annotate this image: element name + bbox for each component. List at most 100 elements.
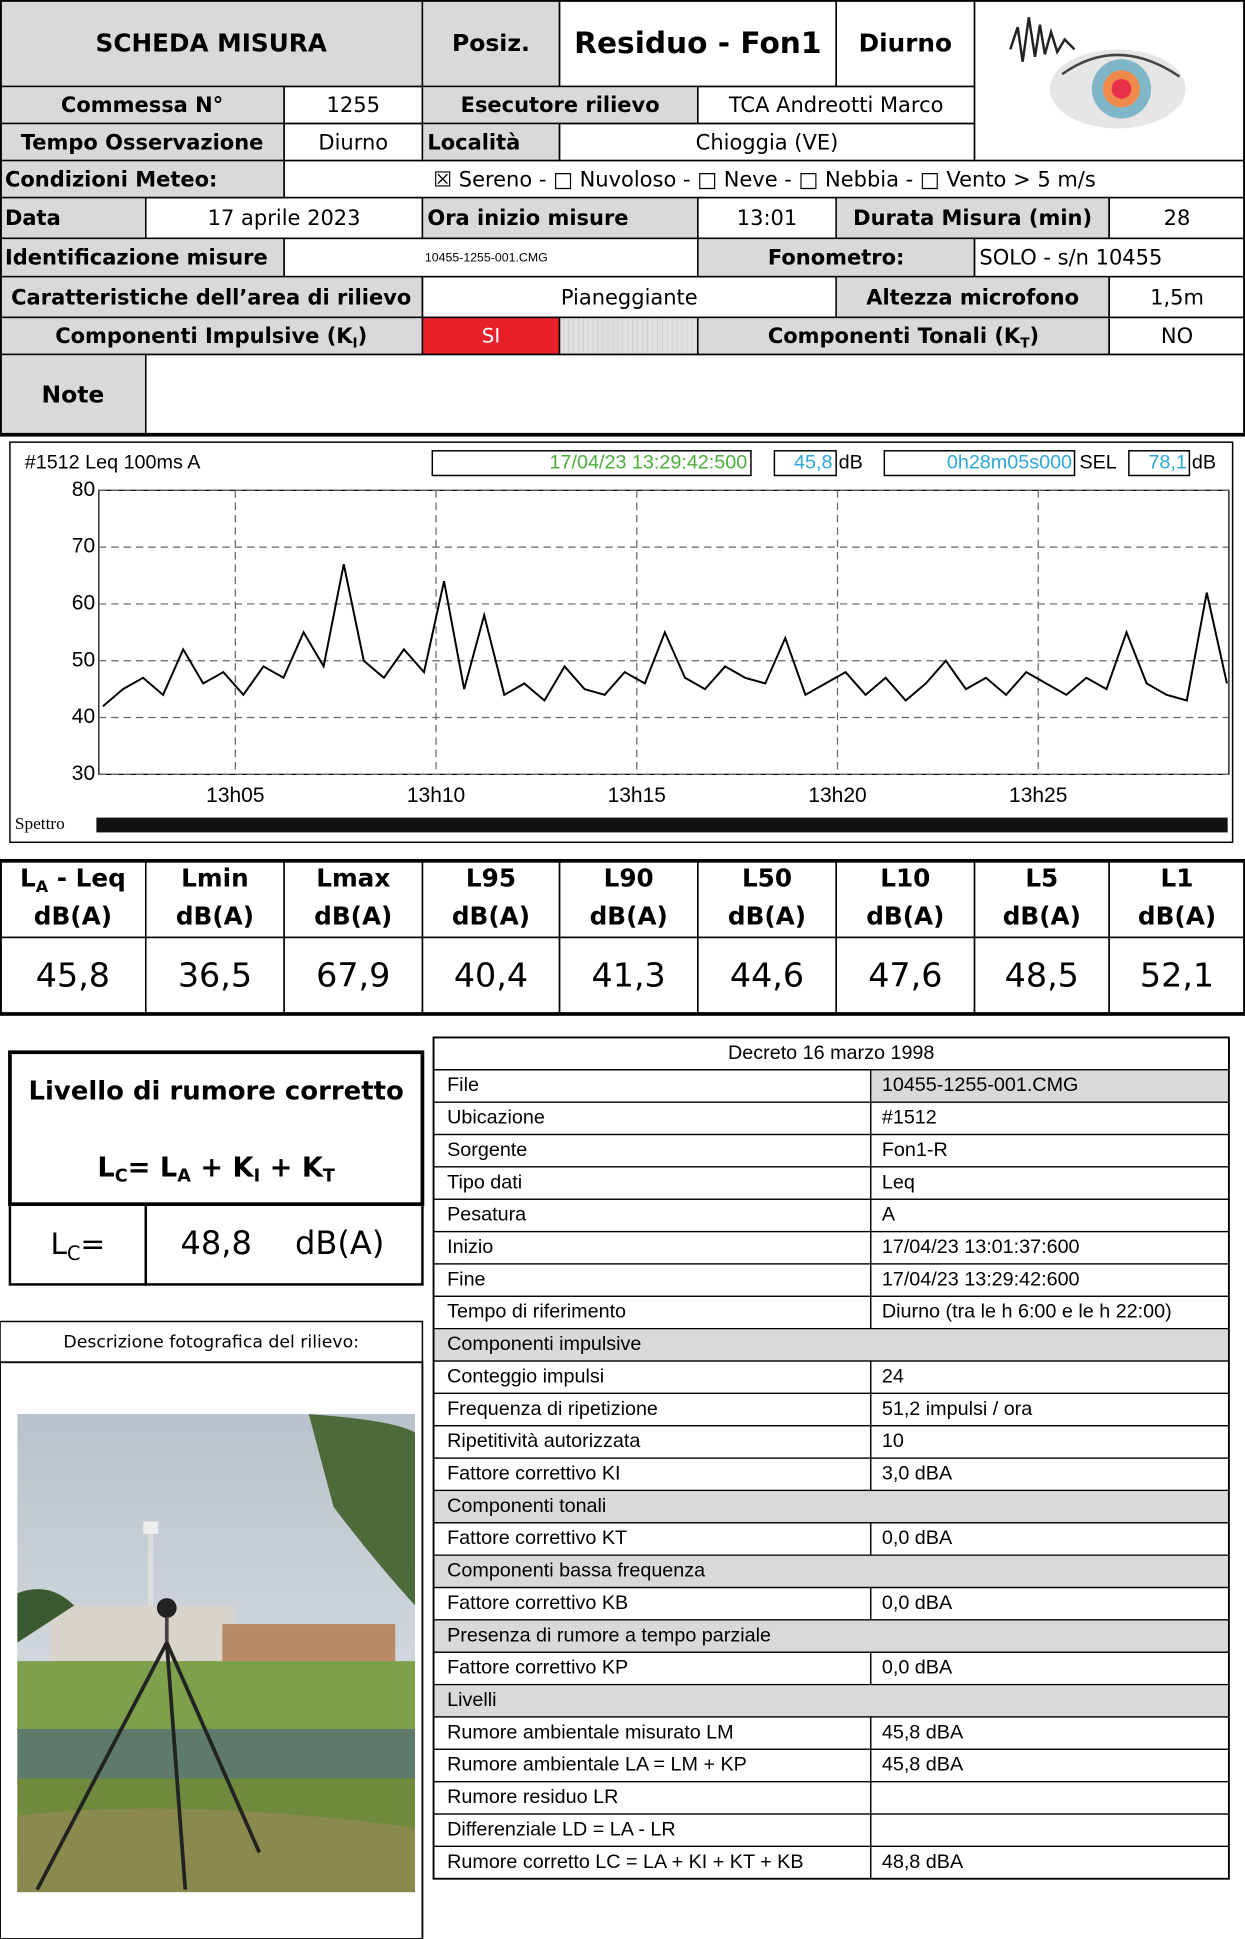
cell	[871, 1167, 1229, 1199]
level-value: 52,1	[1140, 955, 1214, 994]
text: 0h28m05s000	[947, 451, 1072, 473]
sheet-title: SCHEDA MISURA	[96, 28, 327, 57]
text: 0,0 dBA	[882, 1592, 953, 1614]
text: 51,2 impulsi / ora	[882, 1398, 1032, 1420]
text: Rumore ambientale LA = LM + KP	[447, 1754, 747, 1776]
logo	[1010, 17, 1185, 128]
text: Lmin	[181, 863, 249, 892]
text: Diurno	[859, 28, 952, 57]
text: dB(A)	[295, 1224, 384, 1262]
text: dB(A)	[590, 902, 668, 931]
text: Note	[41, 380, 104, 408]
text: Descrizione fotografica del rilievo:	[63, 1332, 359, 1352]
level-value: 45,8	[36, 955, 110, 994]
text: dB	[1192, 451, 1216, 473]
text-part: Componenti Impulsive (K	[55, 324, 353, 348]
text-part: L90	[604, 863, 654, 892]
text: Commessa N°	[61, 93, 223, 117]
level-value: 44,6	[730, 955, 804, 994]
text: dB(A)	[866, 902, 944, 931]
text: 48,8 dBA	[882, 1851, 964, 1873]
text: 1,5m	[1150, 285, 1204, 309]
text-part: )	[1030, 324, 1040, 348]
text: L5	[1025, 863, 1058, 892]
text-part: L	[20, 863, 36, 892]
text: dB(A)	[728, 902, 806, 931]
text: Pesatura	[447, 1204, 526, 1226]
level-value: 48,5	[1005, 955, 1079, 994]
x-tick-label: 13h05	[206, 784, 264, 807]
text: Fattore correttivo KP	[447, 1657, 628, 1679]
text: L1	[1161, 863, 1194, 892]
text: Inizio	[447, 1236, 493, 1258]
cell	[434, 1232, 871, 1264]
text: Decreto 16 marzo 1998	[728, 1042, 934, 1064]
text: 17/04/23 13:29:42:500	[550, 451, 748, 473]
x-tick-label: 13h20	[808, 784, 866, 807]
text-part: L1	[1161, 863, 1194, 892]
level-value: 41,3	[592, 955, 666, 994]
text: 10455-1255-001.CMG	[425, 250, 548, 264]
text: #1512	[882, 1107, 937, 1129]
text-part: C	[67, 1241, 80, 1264]
text: Componenti bassa frequenza	[447, 1560, 705, 1582]
cell	[871, 1199, 1229, 1231]
text: dB(A)	[314, 902, 392, 931]
text: LC= LA + KI + KT	[97, 1152, 335, 1187]
text: A	[882, 1204, 896, 1226]
text: LA - Leq	[20, 863, 126, 895]
text: 17 aprile 2023	[208, 206, 361, 230]
y-tick-label: 30	[72, 762, 95, 785]
text: Identificazione misure	[5, 246, 268, 270]
text-part: + K	[260, 1152, 324, 1183]
text: Condizioni Meteo:	[5, 167, 217, 191]
text-part: Lmax	[316, 863, 390, 892]
meter-header: #1512 Leq 100ms A	[25, 451, 202, 473]
text: Tipo dati	[447, 1171, 522, 1193]
text: Posiz.	[452, 29, 530, 57]
text-part: Componenti Tonali (K	[768, 324, 1021, 348]
text: 1255	[327, 93, 380, 117]
cell	[871, 1782, 1229, 1814]
text: Pianeggiante	[561, 285, 698, 309]
text: L10	[880, 863, 930, 892]
text: Esecutore rilievo	[461, 93, 660, 117]
text: SI	[482, 325, 500, 348]
cell	[434, 1264, 871, 1296]
text: Componenti tonali	[447, 1495, 606, 1517]
text: Fonometro:	[768, 246, 905, 270]
text: Livello di rumore corretto	[29, 1076, 404, 1106]
text: Durata Misura (min)	[853, 206, 1092, 230]
text: 17/04/23 13:01:37:600	[882, 1236, 1080, 1258]
text: Diurno (tra le h 6:00 e le h 22:00)	[882, 1301, 1172, 1323]
text: Spettro	[15, 814, 65, 833]
text-part: L	[97, 1152, 114, 1183]
text: Livelli	[447, 1689, 496, 1711]
text: 3,0 dBA	[882, 1462, 953, 1484]
text: Ora inizio misure	[427, 206, 628, 230]
text: 48,8	[180, 1224, 252, 1262]
text: Fattore correttivo KT	[447, 1527, 627, 1549]
text-part: L	[50, 1225, 67, 1260]
text: Ripetitività autorizzata	[447, 1430, 640, 1452]
text-part: + K	[191, 1152, 255, 1183]
text-part: L50	[742, 863, 792, 892]
text: Presenza di rumore a tempo parziale	[447, 1624, 771, 1646]
level-value: 47,6	[868, 955, 942, 994]
cell	[146, 354, 1245, 434]
x-tick-label: 13h10	[407, 784, 465, 807]
text: dB(A)	[1003, 902, 1081, 931]
text: 0,0 dBA	[882, 1657, 953, 1679]
text: dB(A)	[176, 902, 254, 931]
spectrum-bar	[96, 818, 1227, 833]
text: TCA Andreotti Marco	[728, 93, 944, 117]
text: Sorgente	[447, 1139, 527, 1161]
text: dB	[839, 451, 863, 473]
y-tick-label: 60	[72, 591, 95, 614]
y-tick-label: 80	[72, 478, 95, 501]
text: Rumore residuo LR	[447, 1786, 618, 1808]
text-part: - Leq	[48, 863, 126, 892]
text: 45,8 dBA	[882, 1721, 964, 1743]
text-part: Lmin	[181, 863, 249, 892]
x-tick-label: 13h15	[608, 784, 666, 807]
